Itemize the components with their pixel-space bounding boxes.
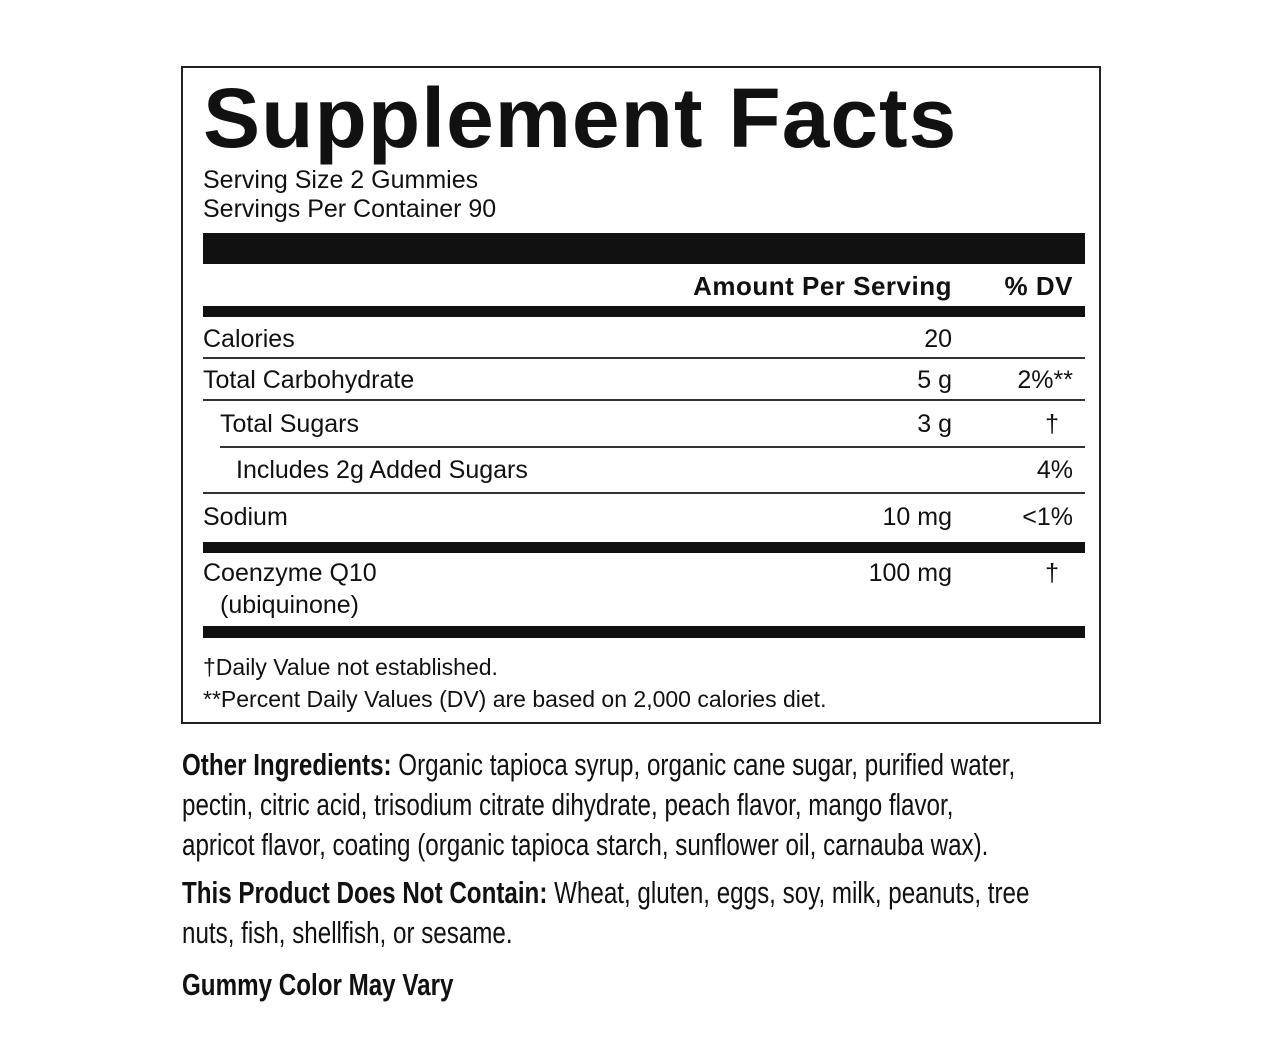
other-ingredients: Other Ingredients: Organic tapioca syrup… — [182, 745, 1015, 865]
thick-divider — [203, 542, 1085, 553]
does-not-contain-line: Wheat, gluten, eggs, soy, milk, peanuts,… — [547, 875, 1030, 910]
row-calories-name: Calories — [203, 325, 295, 353]
row-coq10-dv: † — [1045, 559, 1059, 587]
gummy-color-note: Gummy Color May Vary — [182, 967, 454, 1002]
panel-title: Supplement Facts — [203, 71, 958, 165]
divider — [203, 399, 1085, 401]
thick-divider — [203, 626, 1085, 638]
other-ingredients-line: Organic tapioca syrup, organic cane suga… — [391, 747, 1016, 782]
dv-header: % DV — [1004, 271, 1073, 301]
divider — [203, 492, 1085, 494]
thick-divider — [203, 306, 1085, 317]
row-sodium-amount: 10 mg — [882, 503, 952, 531]
row-sugars-dv: † — [1045, 410, 1059, 438]
does-not-contain: This Product Does Not Contain: Wheat, gl… — [182, 873, 1029, 953]
serving-size: Serving Size 2 Gummies — [203, 166, 479, 194]
row-sodium-dv: <1% — [1022, 503, 1073, 531]
row-added-sugars-name: Includes 2g Added Sugars — [236, 456, 528, 484]
row-carb-dv: 2%** — [1017, 366, 1073, 394]
footnote-dv: **Percent Daily Values (DV) are based on… — [203, 686, 827, 712]
row-calories-amount: 20 — [924, 325, 952, 353]
footnote-dagger: †Daily Value not established. — [203, 654, 498, 680]
does-not-contain-label: This Product Does Not Contain: — [182, 875, 548, 910]
divider — [220, 446, 1085, 448]
row-coq10-sub: (ubiquinone) — [220, 591, 359, 619]
row-sugars-name: Total Sugars — [220, 410, 359, 438]
servings-per-container: Servings Per Container 90 — [203, 195, 497, 223]
divider — [203, 357, 1085, 359]
amount-per-serving-header: Amount Per Serving — [693, 271, 952, 301]
thick-divider — [203, 233, 1085, 264]
other-ingredients-line: pectin, citric acid, trisodium citrate d… — [182, 787, 954, 822]
row-carb-amount: 5 g — [917, 366, 952, 394]
other-ingredients-line: apricot flavor, coating (organic tapioca… — [182, 827, 989, 862]
row-coq10-name: Coenzyme Q10 — [203, 559, 377, 587]
row-sodium-name: Sodium — [203, 503, 288, 531]
row-coq10-amount: 100 mg — [868, 559, 952, 587]
does-not-contain-line: nuts, fish, shellfish, or sesame. — [182, 915, 513, 950]
row-carb-name: Total Carbohydrate — [203, 366, 415, 394]
row-added-sugars-dv: 4% — [1036, 456, 1073, 484]
row-sugars-amount: 3 g — [917, 410, 952, 438]
other-ingredients-label: Other Ingredients: — [182, 747, 392, 782]
supplement-facts-panel: Supplement Facts Serving Size 2 Gummies … — [181, 66, 1101, 724]
